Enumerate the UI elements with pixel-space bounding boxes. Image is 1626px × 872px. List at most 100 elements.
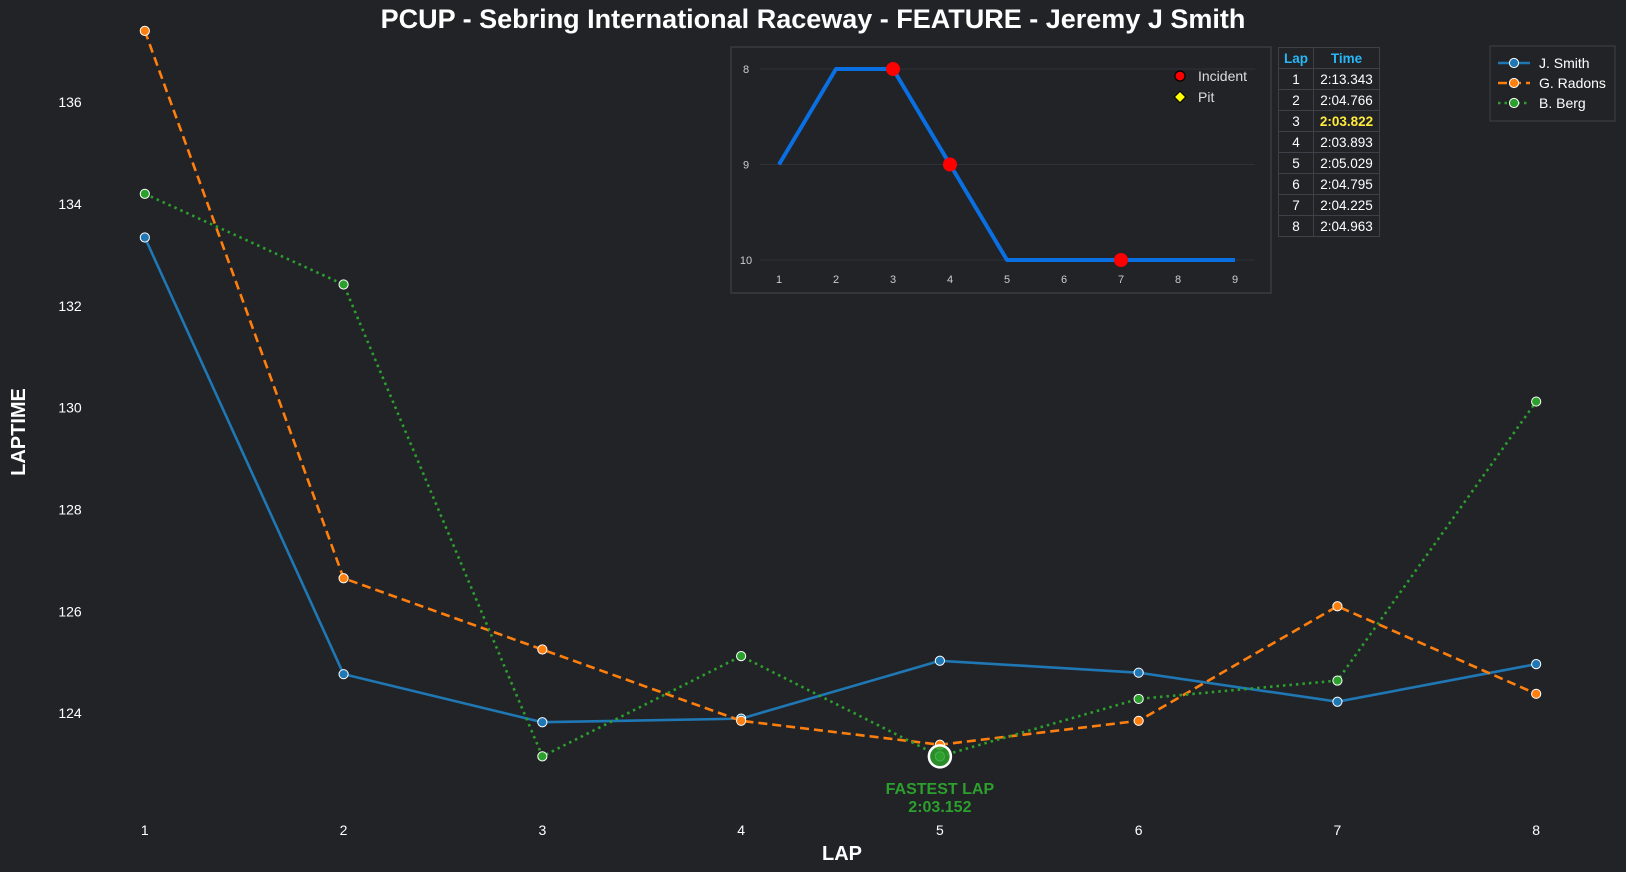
lap-time-cell: 2:04.225 bbox=[1313, 194, 1380, 216]
lap-time-cell: 2:13.343 bbox=[1313, 68, 1380, 90]
x-tick-label: 2 bbox=[340, 822, 348, 838]
x-tick-label: 3 bbox=[538, 822, 546, 838]
incident-marker bbox=[1114, 253, 1128, 267]
legend-label: B. Berg bbox=[1539, 95, 1586, 111]
lap-time-cell: 2:04.795 bbox=[1313, 173, 1380, 195]
data-point bbox=[1133, 667, 1144, 678]
inset-x-tick-label: 2 bbox=[833, 274, 839, 286]
data-point bbox=[1332, 601, 1343, 612]
lap-number-cell: 4 bbox=[1278, 131, 1314, 153]
incident-marker bbox=[943, 157, 957, 172]
x-tick-label: 1 bbox=[141, 822, 149, 838]
chart-title: PCUP - Sebring International Raceway - F… bbox=[380, 4, 1246, 34]
legend-marker bbox=[1508, 57, 1520, 69]
inset-x-tick-label: 9 bbox=[1232, 274, 1238, 286]
pit-legend-icon bbox=[1173, 90, 1187, 104]
table-row: 2 2:04.766 bbox=[1278, 89, 1380, 111]
data-point bbox=[1332, 696, 1343, 707]
x-axis-label: LAP bbox=[822, 843, 862, 865]
lap-number-cell: 3 bbox=[1278, 110, 1314, 132]
x-tick-label: 8 bbox=[1532, 822, 1540, 838]
data-point bbox=[1531, 396, 1542, 407]
data-point bbox=[537, 717, 548, 728]
data-point bbox=[934, 655, 945, 666]
x-tick-label: 6 bbox=[1135, 822, 1143, 838]
inset-position-line bbox=[777, 67, 1235, 262]
inset-x-tick-label: 3 bbox=[890, 274, 896, 286]
table-header-lap: Lap bbox=[1278, 47, 1314, 69]
inset-y-tick-label: 9 bbox=[743, 160, 749, 172]
fastest-lap-label: FASTEST LAP bbox=[886, 781, 995, 798]
data-point bbox=[338, 669, 349, 680]
lap-number-cell: 8 bbox=[1278, 215, 1314, 237]
inset-y-tick-label: 8 bbox=[743, 64, 749, 76]
inset-x-tick-label: 6 bbox=[1061, 274, 1067, 286]
fastest-lap-time: 2:03.152 bbox=[908, 799, 971, 816]
table-row: 3 2:03.822 bbox=[1278, 110, 1380, 132]
data-point bbox=[537, 644, 548, 655]
inset-legend: Incident Pit bbox=[1173, 68, 1247, 105]
data-point bbox=[1531, 688, 1542, 699]
inset-x-tick-label: 5 bbox=[1004, 274, 1010, 286]
y-tick-label: 128 bbox=[58, 502, 82, 518]
y-tick-label: 126 bbox=[58, 603, 82, 619]
table-row: 5 2:05.029 bbox=[1278, 152, 1380, 174]
table-row: 4 2:03.893 bbox=[1278, 131, 1380, 153]
legend-marker bbox=[1508, 97, 1520, 109]
legend-label: G. Radons bbox=[1539, 75, 1606, 91]
y-axis-label: LAPTIME bbox=[8, 388, 30, 476]
position-inset-chart: 1 2 3 4 5 6 7 8 9 8 9 10 Incident Pit bbox=[730, 46, 1272, 294]
incident-legend-icon bbox=[1174, 70, 1186, 82]
data-point bbox=[139, 188, 150, 199]
data-point bbox=[1133, 715, 1144, 726]
inset-y-tick-label: 10 bbox=[740, 255, 752, 267]
table-row: 6 2:04.795 bbox=[1278, 173, 1380, 195]
data-point bbox=[537, 751, 548, 762]
lap-time-table: Lap Time 1 2:13.343 2 2:04.766 3 2:03.822 4 2:0… bbox=[1278, 47, 1380, 237]
x-tick-label: 4 bbox=[737, 822, 745, 838]
legend-marker bbox=[1508, 77, 1520, 89]
inset-x-tick-label: 4 bbox=[947, 274, 953, 286]
table-header-time: Time bbox=[1313, 47, 1380, 69]
x-tick-labels: 1 2 3 4 5 6 7 8 bbox=[141, 822, 1540, 838]
lap-number-cell: 2 bbox=[1278, 89, 1314, 111]
data-point bbox=[1133, 693, 1144, 705]
lap-time-cell: 2:05.029 bbox=[1313, 152, 1380, 174]
lap-time-cell: 2:03.822 bbox=[1313, 110, 1380, 132]
data-point bbox=[338, 573, 349, 584]
inset-position-line-path bbox=[777, 67, 1235, 262]
inset-legend-label: Incident bbox=[1198, 68, 1247, 84]
y-tick-label: 124 bbox=[58, 705, 82, 721]
data-point bbox=[736, 715, 747, 726]
inset-x-tick-labels: 1 2 3 4 5 6 7 8 9 bbox=[776, 274, 1238, 286]
y-tick-label: 134 bbox=[58, 196, 82, 212]
lap-number-cell: 7 bbox=[1278, 194, 1314, 216]
x-tick-label: 7 bbox=[1334, 822, 1342, 838]
data-point bbox=[1531, 659, 1542, 670]
lap-number-cell: 6 bbox=[1278, 173, 1314, 195]
inset-x-tick-label: 1 bbox=[776, 274, 782, 286]
x-tick-label: 5 bbox=[936, 822, 944, 838]
legend: J. Smith G. Radons B. Berg bbox=[1489, 45, 1616, 122]
table-row: 1 2:13.343 bbox=[1278, 68, 1380, 90]
series-j-smith bbox=[139, 232, 1542, 728]
lap-time-cell: 2:04.963 bbox=[1313, 215, 1380, 237]
data-point bbox=[338, 279, 349, 290]
table-row: 7 2:04.225 bbox=[1278, 194, 1380, 216]
series-line bbox=[144, 192, 1538, 758]
table-row: 8 2:04.963 bbox=[1278, 215, 1380, 237]
y-tick-label: 136 bbox=[58, 94, 82, 110]
series-line bbox=[143, 30, 1537, 747]
y-tick-label: 132 bbox=[58, 298, 82, 314]
incident-marker bbox=[886, 62, 900, 76]
lap-number-cell: 5 bbox=[1278, 152, 1314, 174]
inset-incident-markers bbox=[886, 62, 1128, 267]
lap-time-cell: 2:03.893 bbox=[1313, 131, 1380, 153]
legend-label: J. Smith bbox=[1539, 55, 1590, 71]
inset-legend-label: Pit bbox=[1198, 89, 1214, 105]
inset-y-tick-labels: 8 9 10 bbox=[740, 64, 752, 267]
data-point bbox=[736, 651, 747, 662]
y-tick-label: 130 bbox=[58, 400, 82, 416]
